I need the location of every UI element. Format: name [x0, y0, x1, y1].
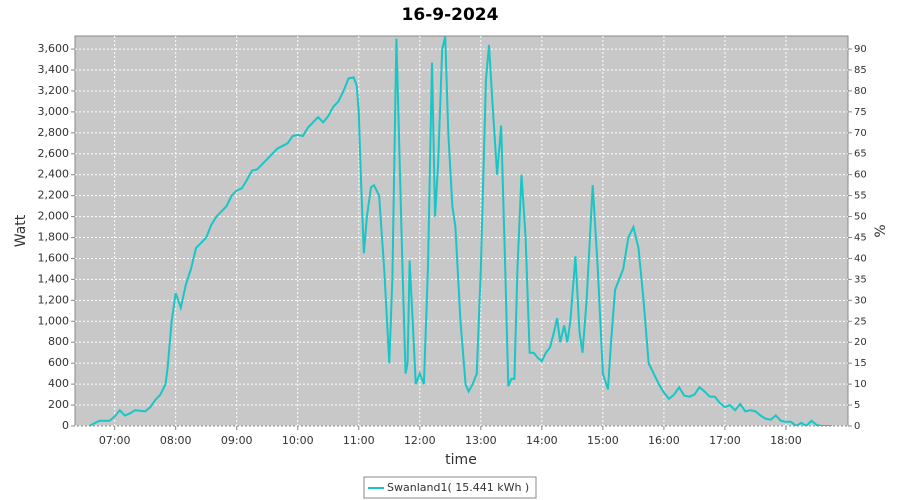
- y2-tick-label: 30: [854, 295, 867, 306]
- x-tick-label: 15:00: [587, 434, 619, 447]
- y2-tick-label: 5: [854, 400, 860, 411]
- y-tick-label: 2,400: [38, 168, 70, 181]
- x-tick-label: 07:00: [99, 434, 131, 447]
- y-tick-label: 1,400: [38, 272, 70, 285]
- y-tick-label: 2,600: [38, 147, 70, 160]
- y-axis-label: Watt: [13, 214, 29, 247]
- legend-label: Swanland1( 15.441 kWh ): [387, 481, 529, 494]
- y-tick-label: 1,600: [38, 251, 70, 264]
- y-tick-label: 1,200: [38, 293, 70, 306]
- x-tick-label: 12:00: [404, 434, 436, 447]
- y2-tick-label: 45: [854, 232, 867, 243]
- x-tick-label: 09:00: [221, 434, 253, 447]
- y-tick-label: 400: [48, 377, 69, 390]
- y2-tick-label: 35: [854, 274, 867, 285]
- y2-tick-label: 20: [854, 337, 867, 348]
- y-tick-label: 1,800: [38, 231, 70, 244]
- y2-tick-label: 75: [854, 107, 867, 118]
- y2-tick-label: 15: [854, 358, 867, 369]
- x-tick-label: 17:00: [709, 434, 741, 447]
- x-tick-label: 16:00: [648, 434, 680, 447]
- y2-tick-label: 70: [854, 128, 867, 139]
- x-tick-label: 13:00: [465, 434, 497, 447]
- y2-axis-label: %: [873, 224, 889, 237]
- y-tick-label: 3,600: [38, 42, 70, 55]
- x-tick-label: 10:00: [282, 434, 314, 447]
- legend: Swanland1( 15.441 kWh ): [363, 476, 537, 499]
- y-tick-label: 800: [48, 335, 69, 348]
- y2-tick-label: 55: [854, 191, 867, 202]
- y2-tick-label: 50: [854, 212, 867, 223]
- y-tick-label: 600: [48, 356, 69, 369]
- x-tick-label: 11:00: [343, 434, 375, 447]
- legend-box: [363, 476, 537, 499]
- x-tick-label: 08:00: [160, 434, 192, 447]
- y-tick-label: 3,000: [38, 105, 70, 118]
- y2-tick-label: 85: [854, 65, 867, 76]
- y2-tick-label: 65: [854, 149, 867, 160]
- x-tick-label: 14:00: [526, 434, 558, 447]
- x-tick-label: 18:00: [770, 434, 802, 447]
- chart-title: 16-9-2024: [402, 5, 499, 25]
- plot-area: [74, 35, 849, 427]
- y2-tick-label: 90: [854, 44, 867, 55]
- y-tick-label: 1,000: [38, 314, 70, 327]
- y-tick-label: 200: [48, 398, 69, 411]
- y2-tick-label: 0: [854, 421, 860, 432]
- y2-tick-label: 10: [854, 379, 867, 390]
- y-tick-label: 2,800: [38, 126, 70, 139]
- y2-tick-label: 60: [854, 170, 867, 181]
- y2-tick-label: 25: [854, 316, 867, 327]
- x-axis-label: time: [445, 452, 477, 468]
- series-line: [88, 36, 832, 426]
- y-tick-label: 2,000: [38, 210, 70, 223]
- y2-tick-label: 80: [854, 86, 867, 97]
- y2-tick-label: 40: [854, 253, 867, 264]
- y-tick-label: 2,200: [38, 189, 70, 202]
- y-tick-label: 0: [62, 419, 69, 432]
- y-tick-label: 3,200: [38, 84, 70, 97]
- y-tick-label: 3,400: [38, 63, 70, 76]
